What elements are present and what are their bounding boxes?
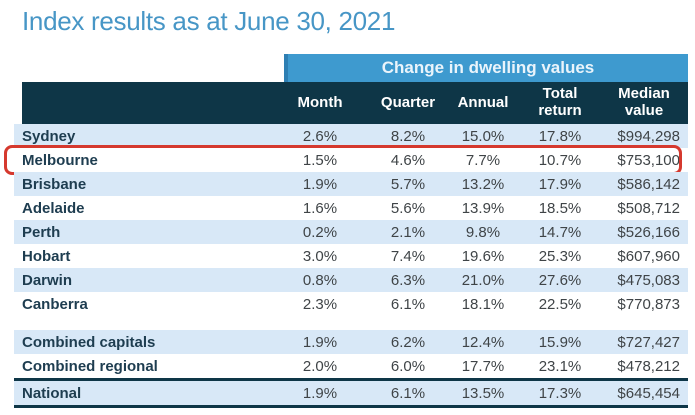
table-row: Perth 0.2% 2.1% 9.8% 14.7% $526,166 xyxy=(14,220,688,244)
cell-total-return: 10.7% xyxy=(538,151,582,169)
cell-total-return: 17.8% xyxy=(538,127,582,145)
row-label: National xyxy=(22,384,82,402)
cell-quarter: 6.1% xyxy=(390,295,426,313)
cell-month: 1.5% xyxy=(302,151,338,169)
cell-median-value: $753,100 xyxy=(617,151,680,169)
page-title: Index results as at June 30, 2021 xyxy=(22,6,396,36)
row-label: Melbourne xyxy=(22,151,98,169)
cell-month: 2.3% xyxy=(302,295,338,313)
cell-annual: 17.7% xyxy=(461,357,505,375)
row-label: Canberra xyxy=(22,295,88,313)
column-header-median-value: Median value xyxy=(618,85,670,119)
cell-median-value: $994,298 xyxy=(617,127,680,145)
cell-median-value: $508,712 xyxy=(617,199,680,217)
table-row: National 1.9% 6.1% 13.5% 17.3% $645,454 xyxy=(14,381,688,405)
cell-quarter: 2.1% xyxy=(390,223,426,241)
cell-annual: 19.6% xyxy=(461,247,505,265)
section-gap xyxy=(14,316,688,330)
cell-total-return: 15.9% xyxy=(538,333,582,351)
table-row: Brisbane 1.9% 5.7% 13.2% 17.9% $586,142 xyxy=(14,172,688,196)
column-header-region xyxy=(22,82,270,124)
row-label: Adelaide xyxy=(22,199,85,217)
cell-month: 0.2% xyxy=(302,223,338,241)
cell-quarter: 5.7% xyxy=(390,175,426,193)
cell-month: 2.0% xyxy=(302,357,338,375)
row-label: Hobart xyxy=(22,247,71,265)
cell-median-value: $770,873 xyxy=(617,295,680,313)
table-header-row: Month Quarter Annual Total return Median… xyxy=(22,82,688,124)
cell-median-value: $586,142 xyxy=(617,175,680,193)
table-row: Combined regional 2.0% 6.0% 17.7% 23.1% $478,… xyxy=(14,354,688,378)
table-row: Darwin 0.8% 6.3% 21.0% 27.6% $475,083 xyxy=(14,268,688,292)
cell-total-return: 17.3% xyxy=(538,384,582,402)
group-header-label: Change in dwelling values xyxy=(381,58,595,77)
group-header-change-in-dwelling-values: Change in dwelling values xyxy=(284,54,688,82)
cell-total-return: 23.1% xyxy=(538,357,582,375)
cell-quarter: 6.1% xyxy=(390,384,426,402)
cell-annual: 7.7% xyxy=(465,151,501,169)
cell-median-value: $645,454 xyxy=(617,384,680,402)
cell-annual: 9.8% xyxy=(465,223,501,241)
table-body: Sydney 2.6% 8.2% 15.0% 17.8% $994,298 Melbourn… xyxy=(4,124,688,408)
divider-rule xyxy=(14,378,688,381)
column-header-total-return: Total return xyxy=(538,85,582,119)
cell-median-value: $526,166 xyxy=(617,223,680,241)
cell-annual: 18.1% xyxy=(461,295,505,313)
cell-quarter: 6.3% xyxy=(390,271,426,289)
cell-quarter: 8.2% xyxy=(390,127,426,145)
cell-month: 3.0% xyxy=(302,247,338,265)
cell-total-return: 22.5% xyxy=(538,295,582,313)
table-row: Melbourne 1.5% 4.6% 7.7% 10.7% $753,100 xyxy=(4,145,688,175)
row-label: Combined capitals xyxy=(22,333,156,351)
row-label: Combined regional xyxy=(22,357,158,375)
cell-total-return: 25.3% xyxy=(538,247,582,265)
cell-annual: 21.0% xyxy=(461,271,505,289)
divider-rule xyxy=(14,405,688,408)
column-header-annual: Annual xyxy=(457,93,509,111)
cell-month: 1.6% xyxy=(302,199,338,217)
cell-total-return: 14.7% xyxy=(538,223,582,241)
cell-annual: 12.4% xyxy=(461,333,505,351)
column-header-month: Month xyxy=(297,93,343,111)
cell-total-return: 27.6% xyxy=(538,271,582,289)
table-row: Adelaide 1.6% 5.6% 13.9% 18.5% $508,712 xyxy=(14,196,688,220)
cell-month: 1.9% xyxy=(302,333,338,351)
cell-annual: 15.0% xyxy=(461,127,505,145)
table-row: Hobart 3.0% 7.4% 19.6% 25.3% $607,960 xyxy=(14,244,688,268)
cell-annual: 13.9% xyxy=(461,199,505,217)
row-label: Darwin xyxy=(22,271,73,289)
cell-quarter: 6.2% xyxy=(390,333,426,351)
row-label: Brisbane xyxy=(22,175,87,193)
cell-median-value: $727,427 xyxy=(617,333,680,351)
table-row: Sydney 2.6% 8.2% 15.0% 17.8% $994,298 xyxy=(14,124,688,148)
row-label: Perth xyxy=(22,223,61,241)
cell-quarter: 7.4% xyxy=(390,247,426,265)
row-label: Sydney xyxy=(22,127,76,145)
cell-month: 1.9% xyxy=(302,384,338,402)
cell-total-return: 17.9% xyxy=(538,175,582,193)
table-row: Canberra 2.3% 6.1% 18.1% 22.5% $770,873 xyxy=(14,292,688,316)
column-header-quarter: Quarter xyxy=(380,93,436,111)
cell-median-value: $475,083 xyxy=(617,271,680,289)
cell-total-return: 18.5% xyxy=(538,199,582,217)
cell-median-value: $478,212 xyxy=(617,357,680,375)
cell-median-value: $607,960 xyxy=(617,247,680,265)
table-row: Combined capitals 1.9% 6.2% 12.4% 15.9% $727,… xyxy=(14,330,688,354)
cell-annual: 13.5% xyxy=(461,384,505,402)
cell-quarter: 5.6% xyxy=(390,199,426,217)
cell-quarter: 6.0% xyxy=(390,357,426,375)
cell-month: 1.9% xyxy=(302,175,338,193)
cell-month: 0.8% xyxy=(302,271,338,289)
cell-annual: 13.2% xyxy=(461,175,505,193)
cell-quarter: 4.6% xyxy=(390,151,426,169)
cell-month: 2.6% xyxy=(302,127,338,145)
